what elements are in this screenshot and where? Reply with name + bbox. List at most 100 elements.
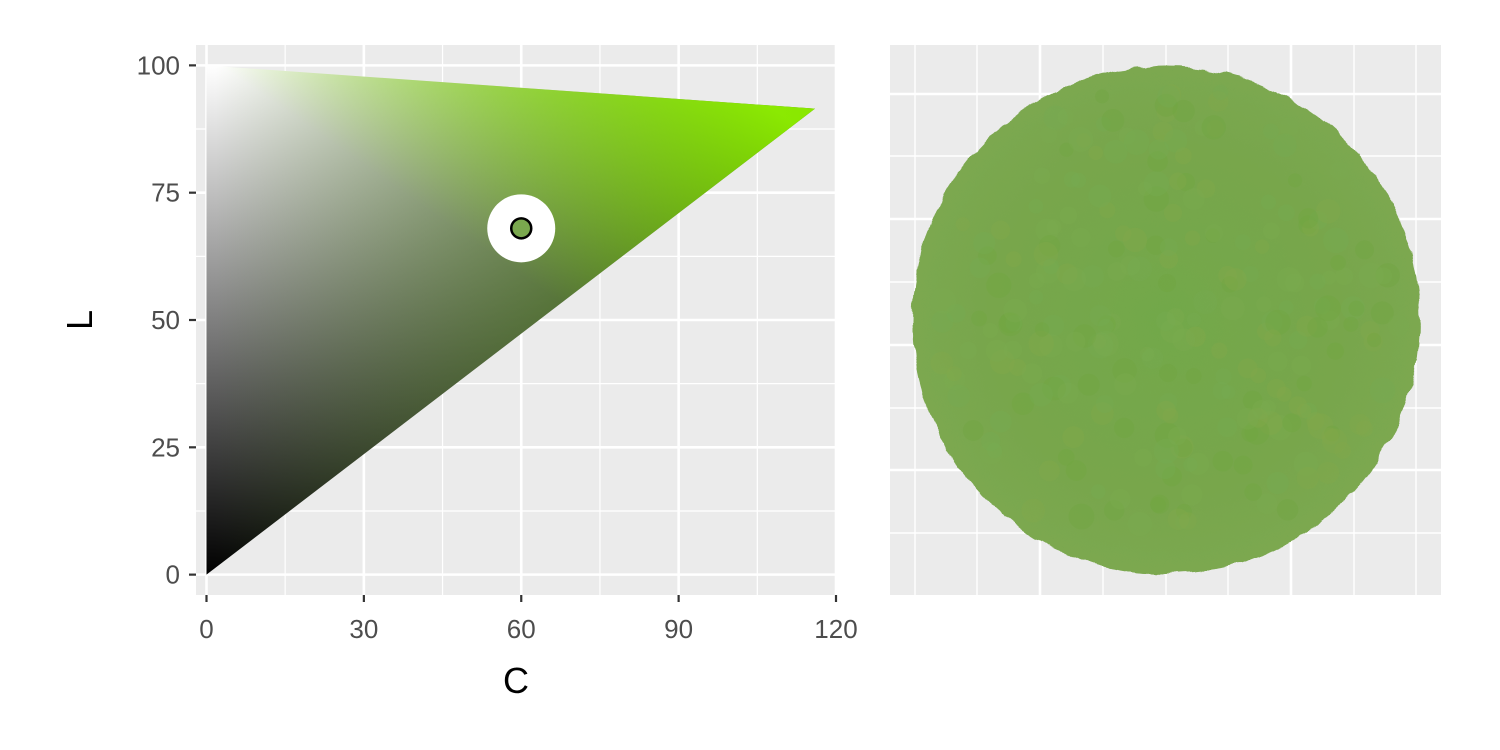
swatch-speck [1150,494,1170,514]
swatch-speck [1034,322,1050,337]
swatch-speck [1258,411,1283,436]
swatch-speck [1028,330,1054,357]
swatch-speck [1340,296,1365,321]
swatch-speck [1137,181,1153,196]
swatch-speck [1003,298,1027,323]
swatch-speck [1282,413,1302,433]
swatch-speck [1212,450,1234,472]
swatch-speck [1176,503,1192,520]
swatch-speck [1185,367,1202,384]
swatch-speck [979,441,1003,465]
swatch-speck [1317,461,1340,484]
swatch-speck [959,341,977,360]
swatch-speck [1266,471,1289,495]
swatch-speck [1150,496,1167,513]
swatch-speck [931,310,954,333]
swatch-speck [1170,435,1194,459]
swatch-speck [1205,228,1221,243]
swatch-speck [1302,219,1320,237]
x-tick-label: 0 [199,614,213,644]
y-axis-title: L [59,310,100,330]
swatch-speck [1334,442,1352,459]
swatch-speck [1185,326,1206,347]
color-swatch-disc [912,66,1420,574]
swatch-speck [1057,108,1074,126]
swatch-speck [1172,99,1195,123]
swatch-speck [1120,255,1141,276]
swatch-speck [1278,300,1294,315]
swatch-speck [1162,407,1179,424]
swatch-speck [1167,508,1190,531]
swatch-speck [1320,310,1340,330]
swatch-speck [1293,451,1318,476]
swatch-speck [1059,206,1078,225]
swatch-speck [1217,417,1238,438]
swatch-speck [1095,116,1111,132]
swatch-speck [1182,188,1205,210]
swatch-speck [1062,267,1087,292]
swatch-speck [971,310,987,327]
swatch-speck [1356,420,1373,437]
gamut-peak-fill [206,65,816,575]
swatch-speck [1256,296,1272,313]
swatch-speck [1103,313,1122,331]
swatch-speck [1279,117,1299,136]
swatch-speck [930,367,956,393]
swatch-speck [1005,251,1022,268]
swatch-speck [1288,396,1308,415]
swatch-speck [1098,318,1114,335]
swatch-speck [1267,351,1288,372]
swatch-speck [1254,239,1270,254]
swatch-speck [1313,297,1331,315]
swatch-speck [1005,315,1023,332]
x-tick-label: 120 [814,614,857,644]
swatch-speck [1186,312,1202,327]
swatch-speck [986,272,1012,298]
swatch-speck [1262,222,1280,240]
swatch-speck [1157,84,1180,108]
swatch-speck [1113,417,1135,439]
swatch-speck [1387,314,1410,337]
color-swatch-speckle [930,84,1410,537]
swatch-speck [1309,273,1326,290]
swatch-speck [1089,305,1111,327]
swatch-speck [1076,133,1091,148]
swatch-speck [1156,311,1176,331]
swatch-speck [1099,202,1116,219]
swatch-speck [1161,84,1182,104]
swatch-speck [973,231,996,255]
swatch-speck [1134,448,1153,467]
swatch-speck [1154,422,1181,448]
swatch-speck [1068,126,1094,152]
swatch-speck [982,322,999,339]
swatch-speck [1127,256,1152,282]
swatch-speck [1088,145,1103,161]
swatch-speck [1038,235,1061,257]
swatch-speck [1298,215,1318,235]
x-tick-label: 90 [664,614,693,644]
swatch-speck [1139,346,1155,362]
swatch-speck [1237,358,1258,379]
swatch-speck [1145,235,1166,255]
swatch-speck [987,443,1003,459]
swatch-speck [1091,402,1114,425]
swatch-speck [1277,204,1295,222]
swatch-speck [1355,240,1374,260]
swatch-speck [1236,407,1259,430]
swatch-speck [1090,484,1106,499]
swatch-speck [1288,173,1303,188]
swatch-speck [1257,322,1275,341]
swatch-speck [1158,363,1178,383]
swatch-speck [1063,171,1081,188]
swatch-speck [1265,309,1291,336]
x-tick-label: 60 [507,614,536,644]
swatch-speck [1370,301,1394,325]
swatch-speck [1168,426,1187,446]
swatch-speck [1244,483,1262,501]
swatch-speck [1323,227,1349,254]
swatch-speck [1296,315,1318,337]
swatch-speck [1244,419,1270,445]
swatch-speck [1366,332,1382,348]
x-axis-title: C [503,660,529,701]
swatch-speck [1021,363,1043,384]
